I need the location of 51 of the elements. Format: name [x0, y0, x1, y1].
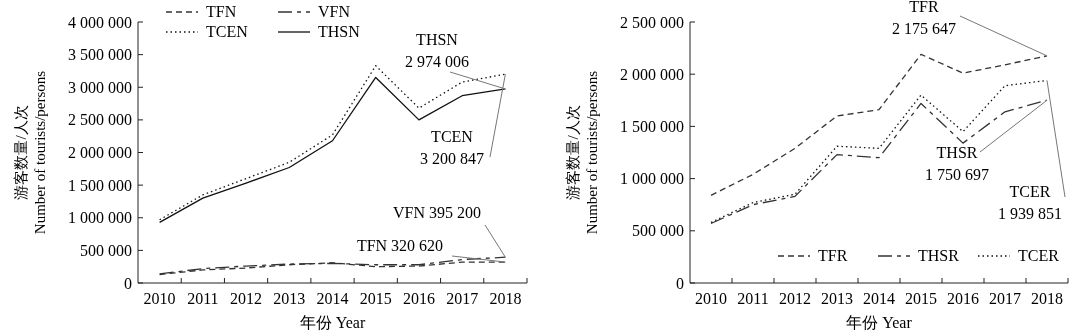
y-tick-label: 1 500 000: [68, 176, 132, 194]
y-tick-label: 1 500 000: [620, 118, 684, 135]
y-tick-label: 2 000 000: [620, 65, 684, 83]
x-tick-label: 2016: [402, 290, 435, 307]
x-tick-label: 2015: [359, 290, 392, 307]
x-tick-label: 2018: [489, 290, 522, 307]
y-tick-label: 1 000 000: [620, 170, 684, 188]
y-tick-label: 500 000: [80, 241, 132, 259]
legend-label: VFN: [318, 3, 351, 20]
annotation: THSN 2 974 006: [405, 31, 469, 70]
legend-label: TFR: [818, 247, 848, 264]
y-tick-label: 0: [124, 274, 132, 292]
y-tick-label: 4 000 000: [68, 13, 132, 31]
legend-label: TFN: [206, 3, 237, 20]
y-tick-label: 2 500 000: [68, 111, 132, 129]
annotation: THSR 1 750 697: [925, 144, 989, 183]
y-tick-label: 500 000: [632, 222, 684, 240]
x-tick-label: 2010: [695, 290, 727, 307]
annotation: TCEN 3 200 847: [420, 128, 484, 167]
x-tick-label: 2016: [947, 290, 979, 307]
x-tick-label: 2017: [446, 290, 479, 307]
x-tick-label: 2011: [737, 290, 769, 307]
y-tick-label: 2 500 000: [620, 13, 684, 31]
y-tick-label: 3 500 000: [68, 46, 132, 64]
x-tick-label: 2014: [316, 290, 349, 307]
x-tick-label: 2018: [1031, 290, 1063, 307]
y-axis-title: 游客数量/人次 Number of tourists/persons: [13, 70, 48, 235]
y-tick-label: 0: [676, 274, 684, 292]
x-tick-label: 2011: [187, 290, 219, 307]
y-tick-label: 2 000 000: [68, 144, 132, 162]
y-tick-label: 3 000 000: [68, 78, 132, 96]
x-axis-title: 年份 Year: [846, 314, 913, 331]
annotation: VFN 395 200: [392, 204, 482, 221]
x-tick-label: 2015: [905, 290, 937, 307]
x-tick-label: 2012: [779, 290, 811, 307]
x-tick-label: 2013: [273, 290, 306, 307]
y-tick-label: 1 000 000: [68, 209, 132, 227]
legend-label: TCEN: [206, 23, 249, 40]
legend-label: THSR: [918, 247, 960, 264]
x-tick-label: 2014: [863, 290, 895, 307]
x-axis-title: 年份 Year: [299, 314, 366, 331]
annotation: TFR 2 175 647: [892, 0, 956, 37]
x-tick-label: 2013: [821, 290, 853, 307]
y-axis-title: 游客数量/人次 Number of tourists/persons: [565, 70, 600, 235]
x-tick-label: 2010: [143, 290, 176, 307]
legend-label: TCER: [1018, 247, 1060, 264]
x-tick-label: 2017: [989, 290, 1021, 307]
legend-label: THSN: [318, 23, 361, 40]
annotation: TCER 1 939 851: [998, 183, 1062, 222]
annotation: TFN 320 620: [356, 237, 444, 254]
x-tick-label: 2012: [230, 290, 263, 307]
